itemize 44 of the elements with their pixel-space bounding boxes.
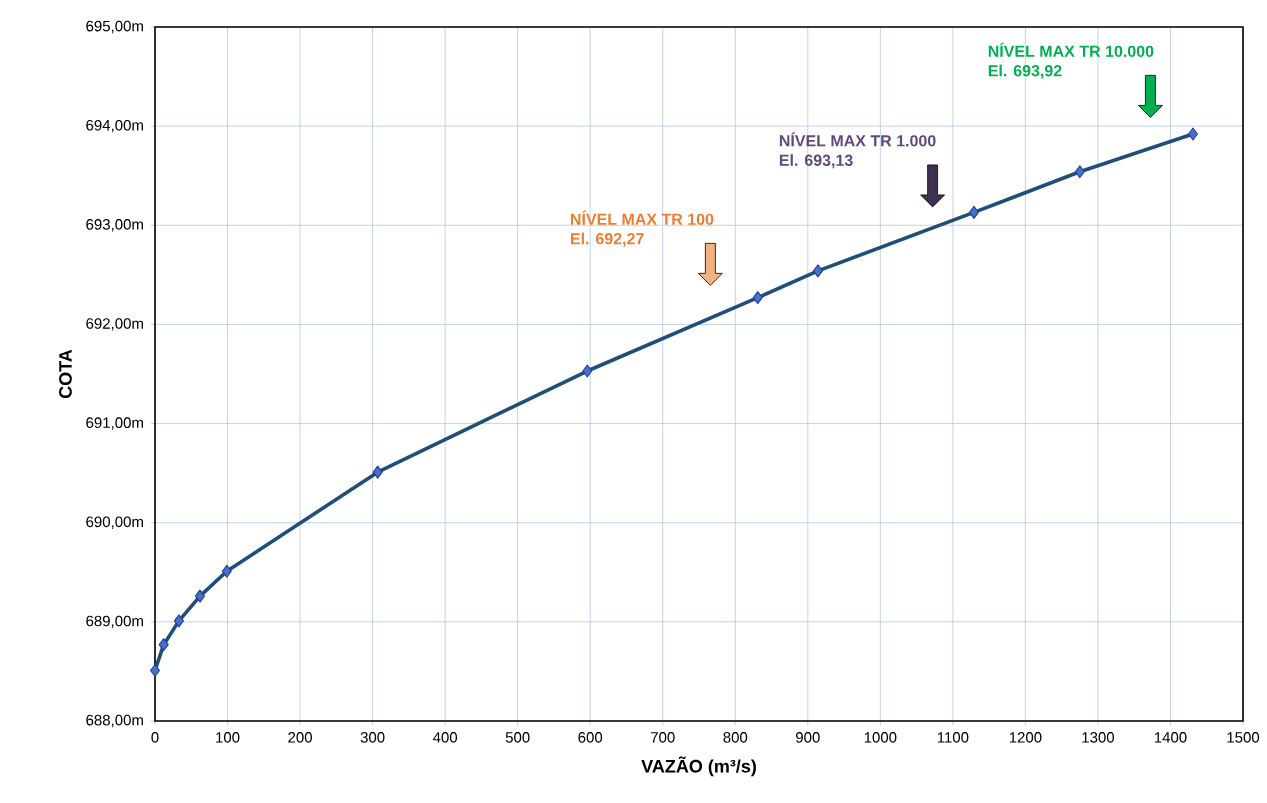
y-tick-label: 688,00m (86, 714, 143, 728)
y-tick-label: 693,00m (86, 219, 143, 232)
point (968, 205, 979, 219)
x-axis-title: VAZÃO (m³/s) (641, 756, 756, 777)
x-tick-label: 1200 (1009, 732, 1042, 743)
y-axis-title: COTA (59, 349, 72, 399)
x-tick-label: 900 (795, 732, 820, 743)
x-tick-label: 500 (505, 732, 530, 743)
annotation: NÍVEL MAX TR 10.000 (988, 42, 1154, 57)
point (150, 663, 161, 677)
point (812, 264, 823, 278)
point (372, 465, 383, 479)
point (221, 564, 232, 578)
x-tick-label: 700 (651, 732, 675, 743)
y-tick-label: 694,00m (86, 119, 143, 133)
x-tick-label: 400 (432, 732, 458, 743)
y-tick-label: 690,00m (86, 516, 143, 529)
annotation: NÍVEL MAX TR 100 (571, 210, 714, 225)
x-tick-label: 1300 (1082, 732, 1115, 743)
point (1187, 127, 1198, 141)
annotation: El. 693,13 (779, 154, 853, 169)
x-tick-label: 800 (723, 732, 748, 743)
y-tick-label: 692,00m (86, 318, 143, 331)
point (158, 638, 169, 652)
annotation: El. 692,27 (571, 232, 644, 247)
point (173, 614, 184, 628)
x-tick-label: 100 (216, 732, 240, 743)
point (1074, 165, 1085, 179)
annotation: El. 693,92 (988, 64, 1062, 79)
x-tick-label: 200 (288, 732, 312, 743)
point (582, 364, 593, 378)
point (752, 291, 763, 305)
annotation: NÍVEL MAX TR 1.000 (779, 132, 936, 147)
x-tick-label: 0 (151, 732, 159, 743)
x-tick-label: 300 (360, 732, 385, 743)
y-tick-label: 695,00m (86, 20, 143, 34)
x-tick-label: 1100 (937, 732, 969, 743)
x-tick-label: 1500 (1227, 732, 1260, 743)
y-tick-label: 691,00m (86, 417, 143, 430)
x-tick-label: 600 (578, 732, 603, 743)
x-tick-label: 1000 (864, 732, 897, 743)
x-tick-label: 1400 (1154, 732, 1187, 743)
y-tick-label: 689,00m (86, 615, 143, 629)
point (194, 589, 205, 603)
